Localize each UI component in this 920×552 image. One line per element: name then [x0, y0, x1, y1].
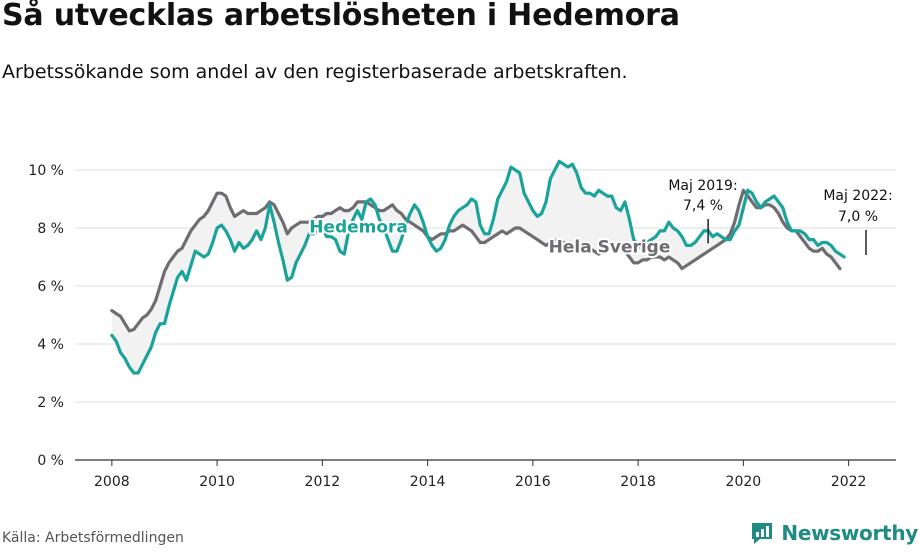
annotation-hedemora-2019: Maj 2019: 7,4 %: [668, 178, 738, 244]
x-tick-label: 2010: [199, 474, 235, 490]
brand-name: Newsworthy: [781, 521, 918, 545]
x-tick-label: 2012: [305, 474, 341, 490]
series-label-hedemora: Hedemora: [309, 218, 408, 238]
x-tick-label: 2020: [726, 474, 762, 490]
x-axis: 2008 2010 2012 2014 2016 2018 2020 2022: [94, 460, 866, 490]
x-tick-label: 2014: [410, 474, 446, 490]
y-tick-label: 4 %: [37, 337, 64, 353]
x-tick-label: 2016: [515, 474, 551, 490]
x-tick-label: 2022: [831, 474, 867, 490]
annotation-label: Maj 2022:: [823, 188, 892, 204]
annotations: Maj 2019: 7,4 % Maj 2022: 7,0 %: [668, 178, 893, 255]
brand-logo[interactable]: Newsworthy: [749, 520, 918, 546]
annotation-value: 7,0 %: [838, 209, 878, 225]
chart-title: Så utvecklas arbetslösheten i Hedemora: [2, 0, 680, 33]
annotation-hedemora-2022: Maj 2022: 7,0 %: [823, 188, 893, 255]
annotation-value: 7,4 %: [683, 198, 723, 214]
y-tick-label: 2 %: [37, 395, 64, 411]
y-tick-label: 8 %: [37, 221, 64, 237]
source-note: Källa: Arbetsförmedlingen: [2, 530, 184, 546]
x-tick-label: 2018: [620, 474, 656, 490]
y-tick-label: 6 %: [37, 279, 64, 295]
gridlines: [75, 169, 896, 461]
annotation-label: Maj 2019:: [668, 178, 737, 194]
series-label-hela-sverige: Hela Sverige: [549, 237, 671, 257]
chart-subtitle: Arbetssökande som andel av den registerb…: [2, 61, 628, 83]
series-labels: Hedemora Hela Sverige: [307, 216, 672, 260]
x-tick-label: 2008: [94, 474, 130, 490]
line-hela-sverige: [110, 188, 842, 333]
line-hedemora: [110, 159, 846, 375]
y-tick-labels: 0 % 2 % 4 % 6 % 8 % 10 %: [28, 163, 64, 469]
newsworthy-logo-icon: [752, 523, 773, 544]
y-tick-label: 10 %: [28, 163, 64, 179]
y-tick-label: 0 %: [37, 453, 64, 469]
